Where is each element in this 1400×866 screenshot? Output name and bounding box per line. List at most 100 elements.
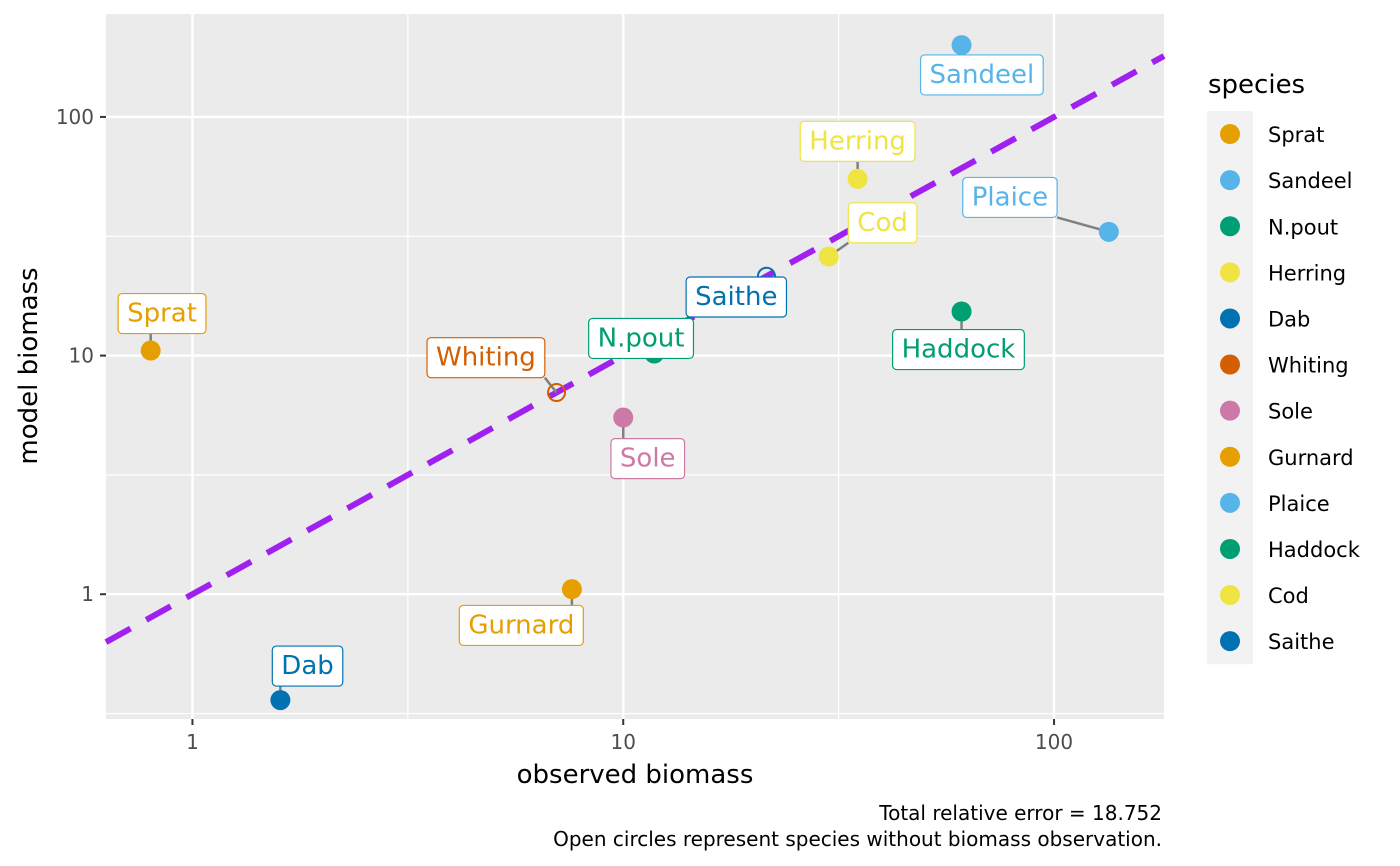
gridlines: [106, 14, 1164, 719]
point-label-whiting: Whiting: [426, 337, 546, 379]
legend-key-gurnard: [1220, 446, 1240, 467]
point-label-box: [117, 292, 207, 335]
caption-line: Total relative error = 18.752: [878, 801, 1162, 825]
point-label-text: Saithe: [695, 282, 777, 312]
legend-entry-herring: Herring: [1220, 261, 1346, 285]
legend-entry-haddock: Haddock: [1220, 538, 1361, 562]
point-cod: [818, 246, 839, 267]
point-label-sandeel: Sandeel: [919, 54, 1044, 96]
point-label-plaice: Plaice: [962, 176, 1058, 219]
legend-key-dab: [1220, 308, 1240, 329]
data-points: [140, 35, 1119, 711]
point-label-box: [271, 645, 344, 687]
point-herring: [847, 168, 868, 189]
legend-key-n-pout: [1220, 216, 1240, 237]
point-label-text: N.pout: [598, 323, 685, 353]
legend-entry-saithe: Saithe: [1220, 630, 1335, 654]
legend-label: Gurnard: [1268, 446, 1354, 470]
x-axis-ticks: 1 10 100: [186, 719, 1073, 754]
point-label-box: [847, 202, 918, 244]
point-label-box: [891, 328, 1025, 371]
y-axis-title: model biomass: [14, 267, 44, 464]
point-label-text: Herring: [809, 126, 906, 156]
point-label-box: [919, 54, 1044, 96]
legend-label: Sandeel: [1268, 169, 1353, 193]
legend-key-saithe: [1220, 631, 1240, 652]
point-label-dab: Dab: [271, 645, 344, 687]
legend-entry-whiting: Whiting: [1220, 354, 1349, 378]
legend: species Sprat Sandeel N.pout Herring Dab Whiti…: [1207, 70, 1361, 665]
point-label-n-pout: N.pout: [588, 317, 695, 360]
point-label-text: Whiting: [436, 343, 536, 373]
point-label-text: Gurnard: [468, 610, 574, 640]
x-tick-label: 1: [186, 730, 199, 754]
point-label-box: [962, 176, 1058, 219]
legend-label: Sprat: [1268, 123, 1324, 147]
legend-label: Sole: [1268, 400, 1313, 424]
point-label-box: [685, 276, 788, 318]
y-axis-ticks: 1 10 100: [56, 105, 106, 606]
legend-label: Whiting: [1268, 354, 1349, 378]
legend-entry-sole: Sole: [1220, 400, 1313, 424]
point-gurnard: [561, 579, 582, 600]
point-label-gurnard: Gurnard: [458, 604, 584, 647]
point-sole: [613, 407, 634, 428]
x-tick-label: 100: [1035, 730, 1073, 754]
legend-entry-dab: Dab: [1220, 307, 1310, 331]
legend-entry-cod: Cod: [1220, 584, 1309, 608]
x-tick-label: 10: [611, 730, 636, 754]
y-tick-label: 1: [81, 582, 94, 606]
point-label-box: [588, 317, 695, 360]
point-label-text: Sprat: [127, 299, 197, 329]
legend-label: N.pout: [1268, 215, 1338, 239]
legend-entry-sprat: Sprat: [1220, 123, 1324, 147]
legend-label: Haddock: [1268, 538, 1361, 562]
point-label-box: [799, 120, 916, 162]
point-label-box: [458, 604, 584, 647]
point-plaice: [1098, 221, 1119, 242]
point-label-haddock: Haddock: [891, 328, 1025, 371]
legend-key-whiting: [1220, 354, 1240, 375]
point-label-text: Plaice: [972, 182, 1048, 212]
legend-entry-plaice: Plaice: [1220, 492, 1330, 516]
point-whiting: [547, 383, 567, 403]
legend-key-sprat: [1220, 124, 1240, 145]
y-tick-label: 100: [56, 105, 94, 129]
point-dab: [270, 690, 291, 711]
point-labels: Sprat Sandeel N.pout Herring Dab Whiting Sole G…: [117, 54, 1058, 687]
legend-key-plaice: [1220, 492, 1240, 513]
point-label-cod: Cod: [847, 202, 918, 244]
legend-key-cod: [1220, 585, 1240, 606]
point-label-box: [426, 337, 546, 379]
legend-entry-gurnard: Gurnard: [1220, 446, 1354, 470]
legend-title: species: [1208, 70, 1305, 100]
point-label-text: Dab: [281, 651, 333, 681]
point-sandeel: [951, 35, 972, 56]
point-label-text: Sole: [620, 444, 676, 474]
point-label-sprat: Sprat: [117, 292, 207, 335]
point-label-text: Haddock: [902, 335, 1016, 365]
point-label-text: Sandeel: [930, 60, 1035, 90]
point-label-box: [610, 438, 686, 480]
point-label-herring: Herring: [799, 120, 916, 162]
x-axis-title: observed biomass: [517, 760, 754, 790]
point-label-saithe: Saithe: [685, 276, 788, 318]
point-haddock: [951, 301, 972, 322]
legend-key-haddock: [1220, 538, 1240, 559]
legend-label: Plaice: [1268, 492, 1330, 516]
point-label-text: Cod: [857, 208, 908, 238]
legend-key-sandeel: [1220, 170, 1240, 191]
legend-label: Herring: [1268, 261, 1346, 285]
caption-line: Open circles represent species without b…: [553, 827, 1162, 851]
point-sprat: [140, 340, 161, 361]
legend-key-sole: [1220, 400, 1240, 421]
legend-label: Cod: [1268, 584, 1309, 608]
point-label-sole: Sole: [610, 438, 686, 480]
legend-label: Dab: [1268, 307, 1310, 331]
legend-key-background: [1207, 111, 1253, 665]
legend-label: Saithe: [1268, 630, 1335, 654]
legend-entry-n-pout: N.pout: [1220, 215, 1338, 239]
legend-entry-sandeel: Sandeel: [1220, 169, 1353, 193]
